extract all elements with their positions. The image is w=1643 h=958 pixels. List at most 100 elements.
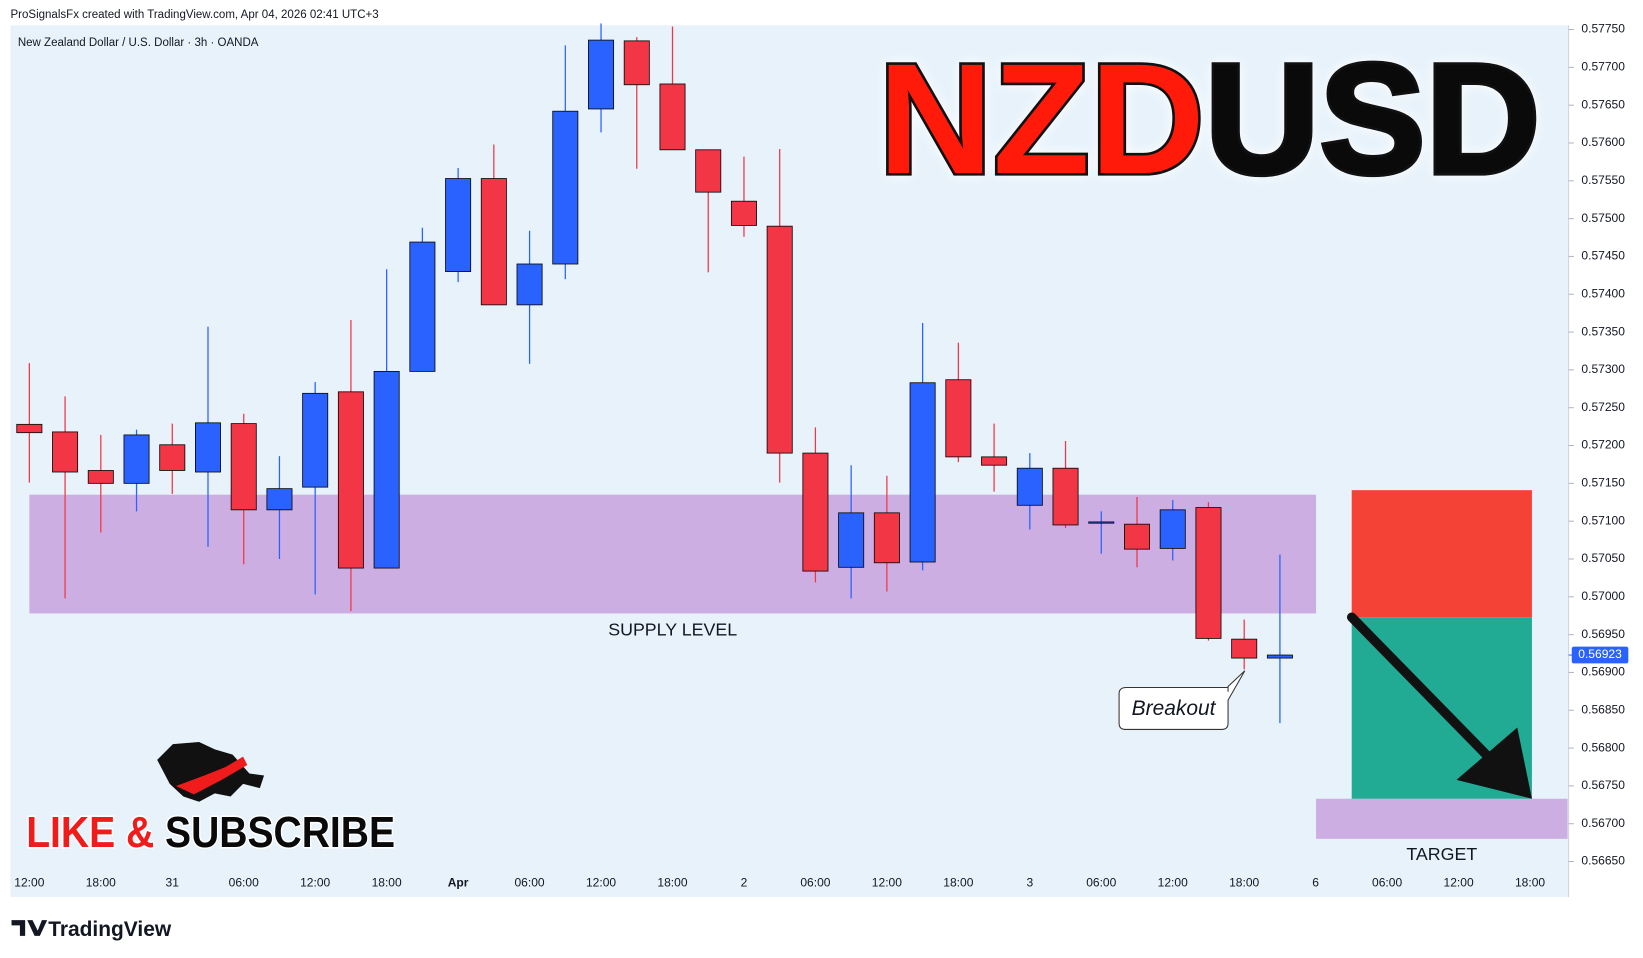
- breakout-callout: Breakout: [1118, 670, 1246, 730]
- candle-body: [373, 370, 400, 569]
- y-tick-label: 0.57600: [1581, 135, 1625, 149]
- y-tick-label: 0.57150: [1581, 476, 1625, 490]
- x-tick-label: 18:00: [86, 876, 116, 890]
- x-tick-label: 12:00: [1444, 876, 1474, 890]
- x-tick-label: 18:00: [372, 876, 402, 890]
- big-title: NZDUSD: [878, 32, 1540, 207]
- y-tick-label: 0.57250: [1581, 400, 1625, 414]
- y-tick-label: 0.56900: [1581, 665, 1625, 679]
- y-tick-label: 0.56650: [1581, 854, 1625, 868]
- x-tick-label: 2: [741, 876, 748, 890]
- candle-body: [659, 83, 686, 151]
- candle-body: [302, 392, 329, 488]
- chart-layer: SUPPLY LEVEL TARGET 0.56650 0.56700 0.56750 0…: [14, 22, 1629, 890]
- banner-part: LIKE &: [26, 808, 165, 857]
- candle-body: [230, 423, 257, 511]
- x-tick-label: 06:00: [800, 876, 830, 890]
- y-tick-label: 0.57550: [1581, 173, 1625, 187]
- y-tick-label: 0.57500: [1581, 211, 1625, 225]
- y-tick-label: 0.57000: [1581, 589, 1625, 603]
- y-tick-label: 0.56850: [1581, 702, 1625, 716]
- candle-body: [730, 200, 757, 226]
- y-tick-label: 0.56950: [1581, 627, 1625, 641]
- candle-body: [1195, 507, 1222, 639]
- candle-body: [1052, 467, 1079, 526]
- y-tick-label: 0.57750: [1581, 22, 1625, 36]
- x-tick-label: 18:00: [1515, 876, 1545, 890]
- x-tick-label: 6: [1312, 876, 1319, 890]
- zone: [29, 494, 1317, 614]
- candle-body: [552, 110, 579, 265]
- candle-body: [87, 470, 114, 484]
- header: ProSignalsFx created with TradingView.co…: [10, 9, 378, 21]
- arrow-head: [1456, 727, 1532, 799]
- candle-body: [802, 452, 829, 572]
- bull-bear-logo: [157, 742, 265, 802]
- x-tick-label: 18:00: [943, 876, 973, 890]
- candle-body: [445, 178, 472, 272]
- candle-body: [945, 379, 972, 458]
- x-tick-label: 12:00: [300, 876, 330, 890]
- y-tick-label: 0.56750: [1581, 778, 1625, 792]
- candle-body: [909, 382, 936, 563]
- candle-body: [623, 40, 650, 86]
- last-price-label: 0.56923: [1578, 647, 1622, 661]
- candle-body: [516, 263, 543, 306]
- x-tick-label: 06:00: [229, 876, 259, 890]
- plot-background: [10, 25, 1569, 898]
- y-tick-label: 0.57650: [1581, 97, 1625, 111]
- candle-body: [1124, 523, 1150, 550]
- y-tick-label: 0.57350: [1581, 324, 1625, 338]
- candle-body: [1088, 521, 1115, 524]
- candle-body: [1231, 638, 1258, 659]
- last-price-box: [1571, 646, 1629, 664]
- annotation: Breakout: [1132, 697, 1217, 720]
- x-tick-label: 18:00: [657, 876, 687, 890]
- tradingview-logo: TradingView: [11, 918, 172, 941]
- candle-body: [1266, 654, 1293, 659]
- candle-body: [838, 512, 865, 568]
- title-part: USD: [1205, 32, 1541, 207]
- x-tick-label: 18:00: [1229, 876, 1259, 890]
- candle-body: [16, 423, 43, 434]
- y-tick-label: 0.57300: [1581, 362, 1625, 376]
- candle-body: [409, 241, 436, 372]
- y-tick-label: 0.57400: [1581, 286, 1625, 300]
- banner: LIKE & SUBSCRIBE: [26, 808, 395, 857]
- x-tick-label: 12:00: [586, 876, 616, 890]
- x-tick-label: 12:00: [14, 876, 44, 890]
- zone-label: SUPPLY LEVEL: [608, 620, 737, 640]
- candle-body: [52, 431, 79, 473]
- candle-body: [195, 422, 221, 473]
- candle-body: [1159, 509, 1186, 549]
- candle-body: [873, 512, 900, 564]
- arrow-shaft: [1346, 612, 1514, 783]
- y-tick-label: 0.57050: [1581, 551, 1625, 565]
- x-tick-label: Apr: [448, 876, 469, 890]
- x-tick-label: 06:00: [514, 876, 544, 890]
- y-tick-label: 0.57100: [1581, 513, 1625, 527]
- banner-part: SUBSCRIBE: [165, 808, 395, 857]
- x-tick-label: 3: [1026, 876, 1033, 890]
- subtitle: New Zealand Dollar / U.S. Dollar · 3h · …: [18, 37, 259, 49]
- y-tick-label: 0.56800: [1581, 740, 1625, 754]
- candle-body: [159, 444, 186, 471]
- x-tick-label: 06:00: [1086, 876, 1116, 890]
- candle-body: [766, 225, 793, 454]
- x-tick-label: 12:00: [1158, 876, 1188, 890]
- candle-body: [1016, 467, 1043, 506]
- x-tick-label: 12:00: [872, 876, 902, 890]
- candle-body: [588, 39, 615, 110]
- position-stop: [1351, 490, 1532, 618]
- x-tick-label: 06:00: [1372, 876, 1402, 890]
- candle-body: [266, 488, 293, 511]
- title-part: NZD: [878, 32, 1205, 207]
- zone-label: TARGET: [1406, 844, 1477, 864]
- y-tick-label: 0.57200: [1581, 438, 1625, 452]
- candle-body: [695, 149, 722, 193]
- x-tick-label: 31: [166, 876, 180, 890]
- candle-body: [123, 434, 150, 484]
- y-tick-label: 0.56700: [1581, 816, 1625, 830]
- candle-body: [480, 178, 507, 306]
